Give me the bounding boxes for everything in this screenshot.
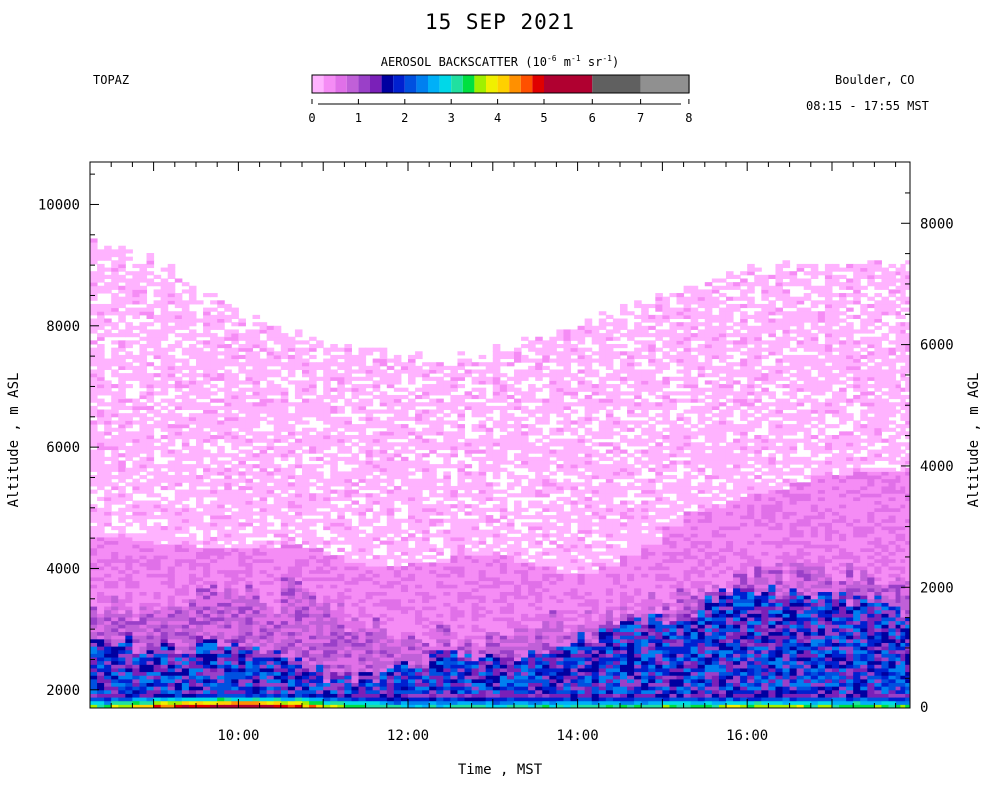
x-tick-label: 14:00: [557, 728, 599, 744]
y-tick-label-right: 2000: [920, 580, 954, 596]
y-tick-label-left: 10000: [38, 197, 80, 213]
y-tick-label-left: 8000: [46, 319, 80, 335]
colorbar-swatch: [416, 75, 428, 93]
page-title: 15 SEP 2021: [424, 10, 576, 34]
colorbar-swatch: [520, 75, 533, 93]
colorbar-tick-label: 5: [540, 111, 547, 125]
colorbar-swatch: [393, 75, 405, 93]
colorbar-swatch: [312, 75, 324, 93]
colorbar-swatch: [404, 75, 417, 93]
colorbar: 0 1 2 3 4 5 6 7 8: [308, 74, 693, 125]
colorbar-frame: [311, 74, 690, 94]
colorbar-swatch: [532, 75, 544, 93]
colorbar-swatch: [497, 75, 510, 93]
colorbar-swatch: [370, 75, 382, 93]
y-tick-label-right: 8000: [920, 216, 954, 232]
colorbar-swatch: [346, 75, 359, 93]
colorbar-tick-label: 1: [355, 111, 362, 125]
colorbar-swatch: [358, 75, 370, 93]
x-tick-label: 12:00: [387, 728, 429, 744]
colorbar-swatch: [640, 75, 689, 93]
colorbar-tick-label: 2: [401, 111, 408, 125]
y-tick-label-left: 2000: [46, 683, 80, 699]
colorbar-tick-label: 4: [494, 111, 501, 125]
time-range-label: 08:15 - 17:55 MST: [806, 99, 929, 113]
colorbar-swatch: [323, 75, 336, 93]
x-axis-label: Time , MST: [457, 762, 543, 778]
instrument-label: TOPAZ: [93, 73, 130, 87]
colorbar-swatch: [509, 75, 521, 93]
colorbar-swatch: [474, 75, 486, 93]
y-tick-label-left: 4000: [46, 561, 80, 577]
colorbar-swatch: [428, 75, 440, 93]
colorbar-tick-label: 3: [448, 111, 455, 125]
colorbar-tick-label: 8: [685, 111, 692, 125]
colorbar-swatch: [486, 75, 498, 93]
y-tick-label-right: 0: [920, 700, 928, 716]
colorbar-swatch: [439, 75, 452, 93]
colorbar-tick-label: 6: [589, 111, 596, 125]
x-tick-label: 10:00: [217, 728, 259, 744]
colorbar-swatch: [381, 75, 394, 93]
colorbar-swatch: [592, 75, 641, 93]
colorbar-swatch: [462, 75, 475, 93]
y-tick-label-right: 6000: [920, 338, 954, 354]
colorbar-tick-label: 0: [308, 111, 315, 125]
colorbar-tick-label: 7: [637, 111, 644, 125]
plot-area: [90, 238, 911, 709]
plot-frame: [89, 161, 911, 709]
x-tick-label: 16:00: [726, 728, 768, 744]
axes: 10:00 12:00 14:00 16:00 2000 4000 6000 8000 1000…: [38, 161, 954, 744]
y-tick-label-left: 6000: [46, 440, 80, 456]
colorbar-swatch: [451, 75, 463, 93]
location-label: Boulder, CO: [835, 73, 915, 87]
colorbar-title: AEROSOL BACKSCATTER (10-6 m-1 sr-1): [380, 54, 620, 69]
colorbar-swatch: [335, 75, 347, 93]
colorbar-swatch: [544, 75, 593, 93]
y-tick-label-right: 4000: [920, 459, 954, 475]
